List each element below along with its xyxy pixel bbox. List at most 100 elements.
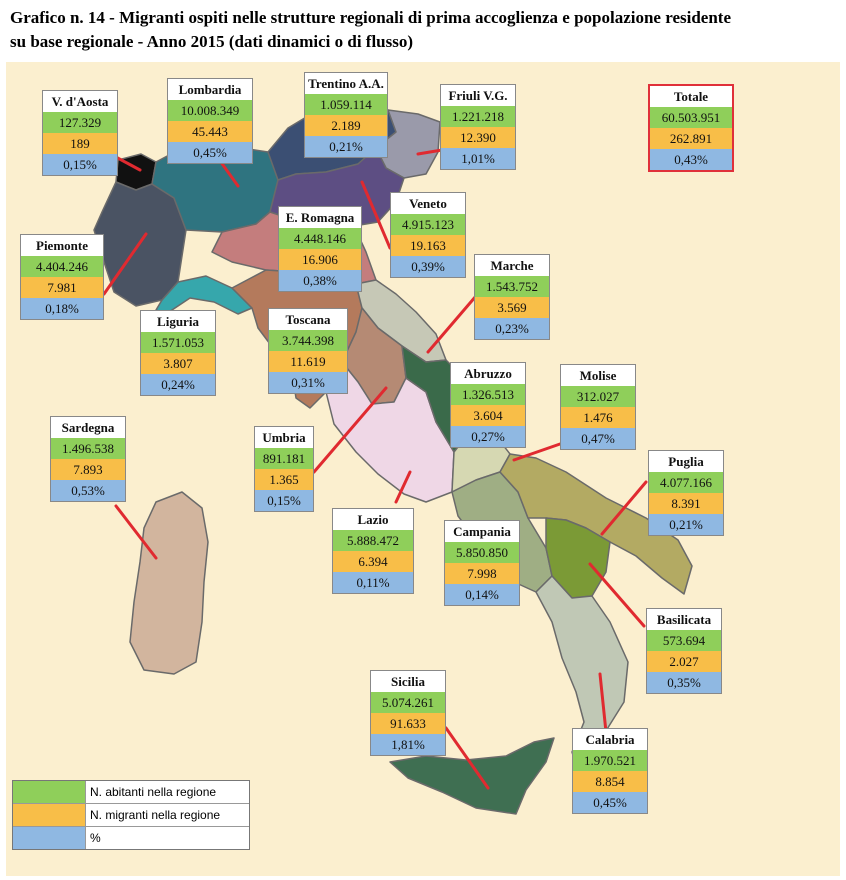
region-percent: 0,45% [573,792,647,813]
region-percent: 0,15% [255,490,313,511]
region-population: 5.074.261 [371,692,445,713]
region-population: 1.059.114 [305,94,387,115]
connector-sardegna [114,504,158,560]
region-box-valle-daosta: V. d'Aosta 127.329 189 0,15% [42,90,118,176]
connector-umbria [312,386,388,474]
region-box-piemonte: Piemonte 4.404.246 7.981 0,18% [20,234,104,320]
region-migrants: 12.390 [441,127,515,148]
region-name: Lombardia [168,79,252,100]
region-population: 4.448.146 [279,228,361,249]
region-migrants: 1.365 [255,469,313,490]
region-migrants: 2.027 [647,651,721,672]
region-percent: 1,01% [441,148,515,169]
legend-swatch-percent [13,827,85,849]
region-percent: 0,23% [475,318,549,339]
region-name: Campania [445,521,519,542]
legend-label-population: N. abitanti nella regione [85,781,249,803]
title-line-1: Grafico n. 14 - Migranti ospiti nelle st… [10,8,732,27]
region-name: V. d'Aosta [43,91,117,112]
region-box-umbria: Umbria 891.181 1.365 0,15% [254,426,314,512]
region-population: 1.543.752 [475,276,549,297]
region-migrants: 6.394 [333,551,413,572]
legend-swatch-migrants [13,804,85,826]
region-box-campania: Campania 5.850.850 7.998 0,14% [444,520,520,606]
region-name: Marche [475,255,549,276]
region-migrants: 189 [43,133,117,154]
total-percent: 0,43% [650,149,732,170]
total-box: Totale 60.503.951 262.891 0,43% [648,84,734,172]
region-name: Trentino A.A. [305,73,387,94]
region-name: Umbria [255,427,313,448]
legend-label-percent: % [85,827,249,849]
region-migrants: 3.569 [475,297,549,318]
region-population: 1.221.218 [441,106,515,127]
region-migrants: 91.633 [371,713,445,734]
legend-row-percent: % [13,827,249,849]
region-box-liguria: Liguria 1.571.053 3.807 0,24% [140,310,216,396]
connector-sicilia [444,726,490,790]
connector-valle-daosta [112,154,142,172]
region-percent: 0,45% [168,142,252,163]
region-name: Lazio [333,509,413,530]
region-percent: 0,39% [391,256,465,277]
total-migrants: 262.891 [650,128,732,149]
title-line-2: su base regionale - Anno 2015 (dati dina… [10,32,414,51]
region-migrants: 1.476 [561,407,635,428]
region-puglia [499,453,693,595]
region-percent: 0,21% [649,514,723,535]
region-population: 3.744.398 [269,330,347,351]
legend-row-population: N. abitanti nella regione [13,781,249,804]
region-box-friuli: Friuli V.G. 1.221.218 12.390 1,01% [440,84,516,170]
legend: N. abitanti nella regione N. migranti ne… [12,780,250,850]
region-population: 1.970.521 [573,750,647,771]
region-migrants: 7.981 [21,277,103,298]
region-population: 573.694 [647,630,721,651]
region-population: 1.326.513 [451,384,525,405]
region-box-marche: Marche 1.543.752 3.569 0,23% [474,254,550,340]
region-migrants: 3.604 [451,405,525,426]
region-name: Molise [561,365,635,386]
total-population: 60.503.951 [650,107,732,128]
region-name: Abruzzo [451,363,525,384]
region-box-lombardia: Lombardia 10.008.349 45.443 0,45% [167,78,253,164]
region-population: 1.496.538 [51,438,125,459]
region-migrants: 3.807 [141,353,215,374]
region-sicilia [389,737,555,815]
region-name: Calabria [573,729,647,750]
region-percent: 0,27% [451,426,525,447]
region-population: 10.008.349 [168,100,252,121]
region-box-sicilia: Sicilia 5.074.261 91.633 1,81% [370,670,446,756]
region-percent: 1,81% [371,734,445,755]
region-box-sardegna: Sardegna 1.496.538 7.893 0,53% [50,416,126,502]
connector-marche [426,294,478,354]
region-population: 891.181 [255,448,313,469]
region-box-lazio: Lazio 5.888.472 6.394 0,11% [332,508,414,594]
region-box-puglia: Puglia 4.077.166 8.391 0,21% [648,450,724,536]
region-box-molise: Molise 312.027 1.476 0,47% [560,364,636,450]
region-box-trentino: Trentino A.A. 1.059.114 2.189 0,21% [304,72,388,158]
region-box-calabria: Calabria 1.970.521 8.854 0,45% [572,728,648,814]
region-migrants: 16.906 [279,249,361,270]
region-migrants: 45.443 [168,121,252,142]
region-name: Piemonte [21,235,103,256]
region-population: 4.915.123 [391,214,465,235]
region-name: Friuli V.G. [441,85,515,106]
connector-molise [512,442,562,462]
region-percent: 0,11% [333,572,413,593]
region-box-toscana: Toscana 3.744.398 11.619 0,31% [268,308,348,394]
region-sardegna [129,491,209,675]
region-percent: 0,47% [561,428,635,449]
connector-lazio [394,470,412,504]
region-name: Sicilia [371,671,445,692]
region-box-basilicata: Basilicata 573.694 2.027 0,35% [646,608,722,694]
region-migrants: 2.189 [305,115,387,136]
region-percent: 0,21% [305,136,387,157]
region-population: 127.329 [43,112,117,133]
region-population: 5.850.850 [445,542,519,563]
legend-label-migrants: N. migranti nella regione [85,804,249,826]
region-percent: 0,53% [51,480,125,501]
region-box-abruzzo: Abruzzo 1.326.513 3.604 0,27% [450,362,526,448]
connector-puglia [600,480,648,536]
region-percent: 0,15% [43,154,117,175]
legend-row-migrants: N. migranti nella regione [13,804,249,827]
